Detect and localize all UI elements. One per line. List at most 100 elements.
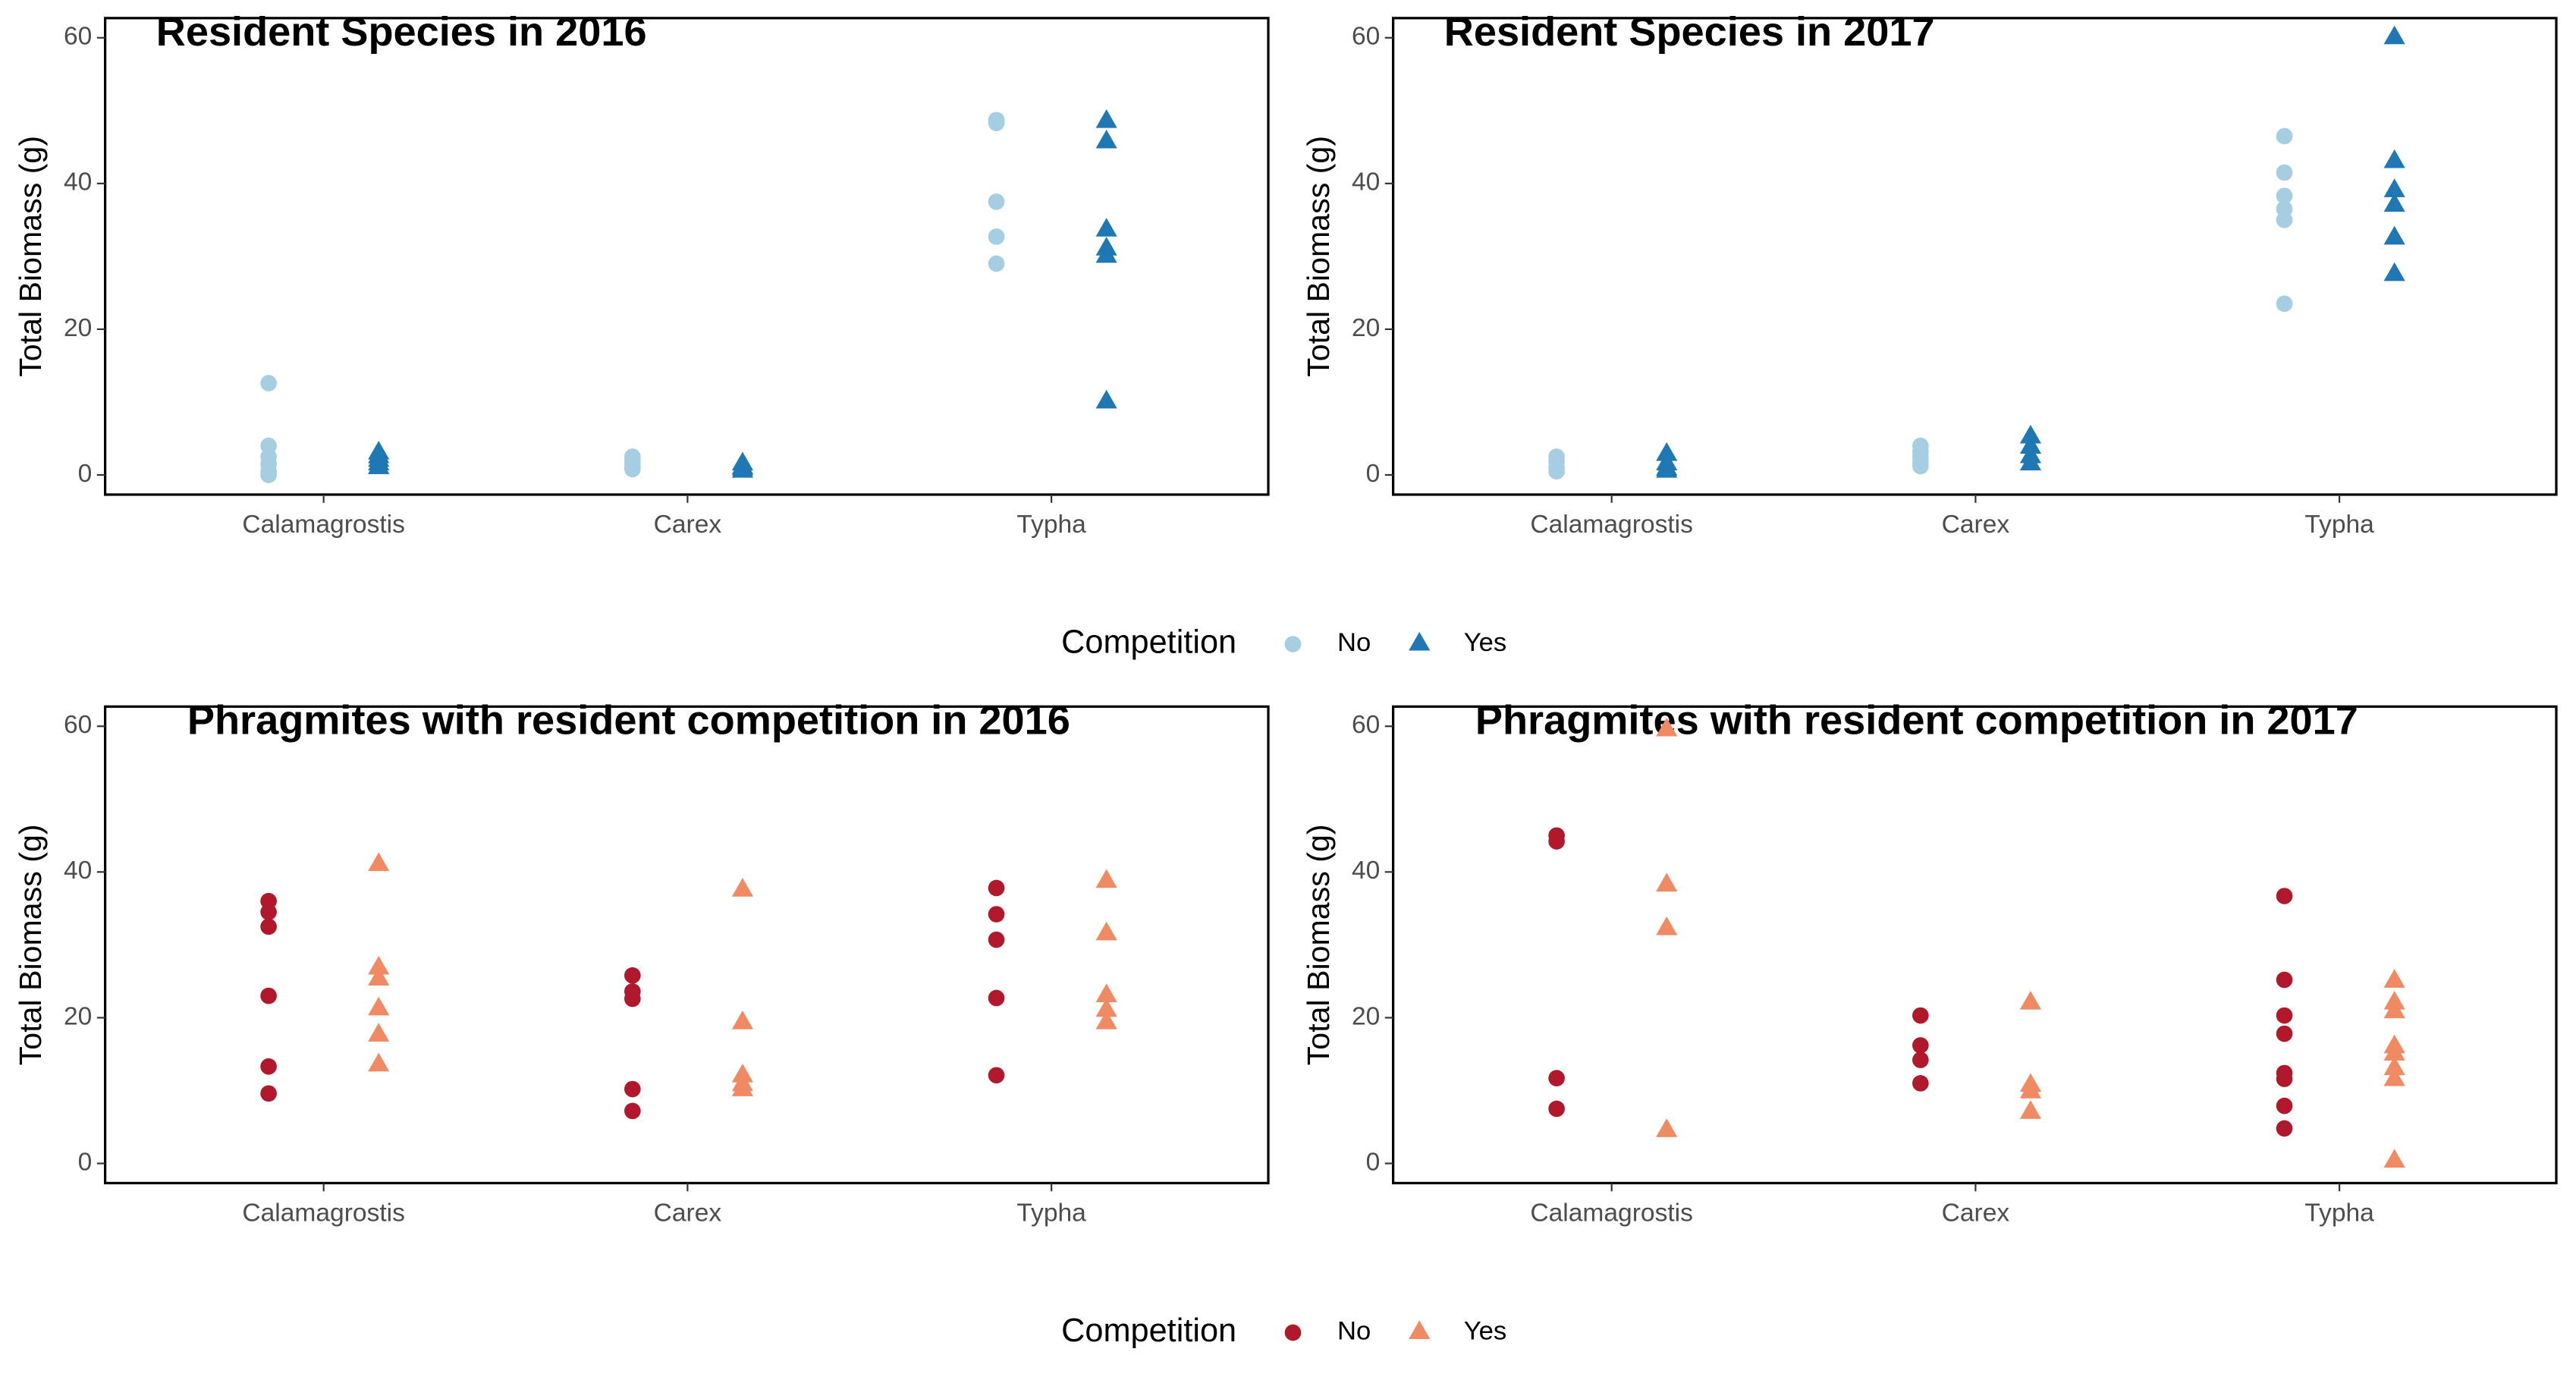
legend-key — [1409, 1320, 1431, 1339]
point — [368, 996, 390, 1016]
point — [1912, 457, 1929, 475]
x-tick-label: Carex — [1942, 511, 2010, 539]
point — [368, 955, 390, 975]
y-tick-label: 40 — [64, 168, 92, 196]
y-tick-label: 0 — [1366, 460, 1381, 488]
point — [2276, 1007, 2293, 1024]
point — [1095, 218, 1117, 237]
point — [2383, 1067, 2405, 1086]
point — [1548, 1100, 1565, 1118]
point — [368, 455, 390, 474]
point — [1656, 442, 1678, 461]
plot-frame — [103, 705, 1270, 1185]
point — [2383, 999, 2405, 1019]
x-tick-label: Calamagrostis — [242, 511, 405, 539]
chart-title: Resident Species in 2016 — [156, 9, 647, 55]
point — [1656, 872, 1678, 892]
point — [260, 918, 277, 935]
point — [1095, 129, 1117, 149]
point — [988, 193, 1005, 210]
plot-frame — [1391, 17, 2558, 496]
point — [2276, 1025, 2293, 1042]
legend-key — [1409, 631, 1431, 651]
x-tick-label: Typha — [2304, 511, 2374, 539]
x-tick-label: Calamagrostis — [1530, 511, 1693, 539]
x-tick-label: Carex — [654, 1199, 722, 1227]
point — [2019, 1100, 2042, 1119]
point — [2019, 451, 2042, 471]
x-tick-label: Carex — [654, 511, 722, 539]
point — [624, 461, 641, 478]
point — [988, 228, 1005, 245]
x-tick-label: Calamagrostis — [242, 1199, 405, 1227]
point — [2276, 1097, 2293, 1114]
point — [2383, 25, 2405, 45]
point — [260, 375, 277, 391]
y-tick-label: 0 — [1366, 1148, 1381, 1176]
point — [2383, 1042, 2405, 1061]
x-tick-label: Typha — [1016, 511, 1086, 539]
point — [2383, 969, 2405, 988]
legend-label: Yes — [1464, 1317, 1507, 1346]
point — [1095, 109, 1117, 128]
point — [1656, 459, 1678, 478]
y-tick-label: 40 — [1352, 857, 1380, 885]
point — [260, 904, 277, 920]
point — [260, 987, 277, 1004]
y-tick-label: 40 — [1352, 168, 1380, 196]
y-axis-label: Total Biomass (g) — [1301, 136, 1336, 377]
point — [2383, 193, 2405, 212]
point — [2276, 1120, 2293, 1137]
point — [624, 990, 641, 1008]
point — [988, 906, 1005, 923]
point — [1912, 1075, 1929, 1092]
point — [1095, 983, 1117, 1003]
point — [731, 1010, 754, 1030]
point — [2019, 991, 2042, 1010]
point — [731, 1077, 754, 1096]
legend-label: No — [1337, 1317, 1371, 1346]
y-tick-label: 0 — [78, 1148, 93, 1176]
point — [1656, 717, 1678, 737]
y-axis-label: Total Biomass (g) — [13, 824, 48, 1065]
point — [368, 1052, 390, 1072]
point — [1548, 1070, 1565, 1086]
plot-frame — [103, 17, 1270, 496]
point — [2276, 295, 2293, 313]
point — [2019, 435, 2042, 454]
legend-key — [1284, 1324, 1302, 1341]
chart-title: Phragmites with resident competition in … — [187, 697, 1070, 743]
legend-label: Yes — [1464, 628, 1507, 657]
point — [2383, 178, 2405, 197]
point — [988, 255, 1005, 272]
y-tick-label: 0 — [78, 460, 93, 488]
point — [1548, 833, 1565, 850]
point — [2276, 212, 2293, 228]
x-tick-label: Calamagrostis — [1530, 1199, 1693, 1227]
point — [988, 989, 1005, 1007]
y-tick-label: 20 — [64, 1002, 92, 1030]
legend-label: No — [1337, 628, 1371, 657]
point — [2276, 127, 2293, 145]
plot-frame — [1391, 705, 2558, 1185]
point — [2383, 1056, 2405, 1076]
point — [260, 1085, 277, 1102]
point — [988, 931, 1005, 948]
point — [260, 1058, 277, 1075]
point — [2276, 164, 2293, 181]
y-axis-label: Total Biomass (g) — [1301, 824, 1336, 1065]
y-tick-label: 60 — [64, 711, 92, 739]
point — [1095, 998, 1117, 1017]
x-tick-label: Typha — [2304, 1199, 2374, 1227]
point — [368, 967, 390, 986]
y-axis-label: Total Biomass (g) — [13, 136, 48, 377]
legend-key — [1284, 636, 1302, 652]
point — [988, 115, 1005, 131]
y-tick-label: 20 — [1352, 314, 1380, 342]
point — [988, 879, 1005, 897]
point — [988, 1067, 1005, 1084]
point — [1656, 916, 1678, 935]
y-tick-label: 60 — [1352, 23, 1380, 51]
point — [1095, 389, 1117, 409]
point — [368, 852, 390, 872]
